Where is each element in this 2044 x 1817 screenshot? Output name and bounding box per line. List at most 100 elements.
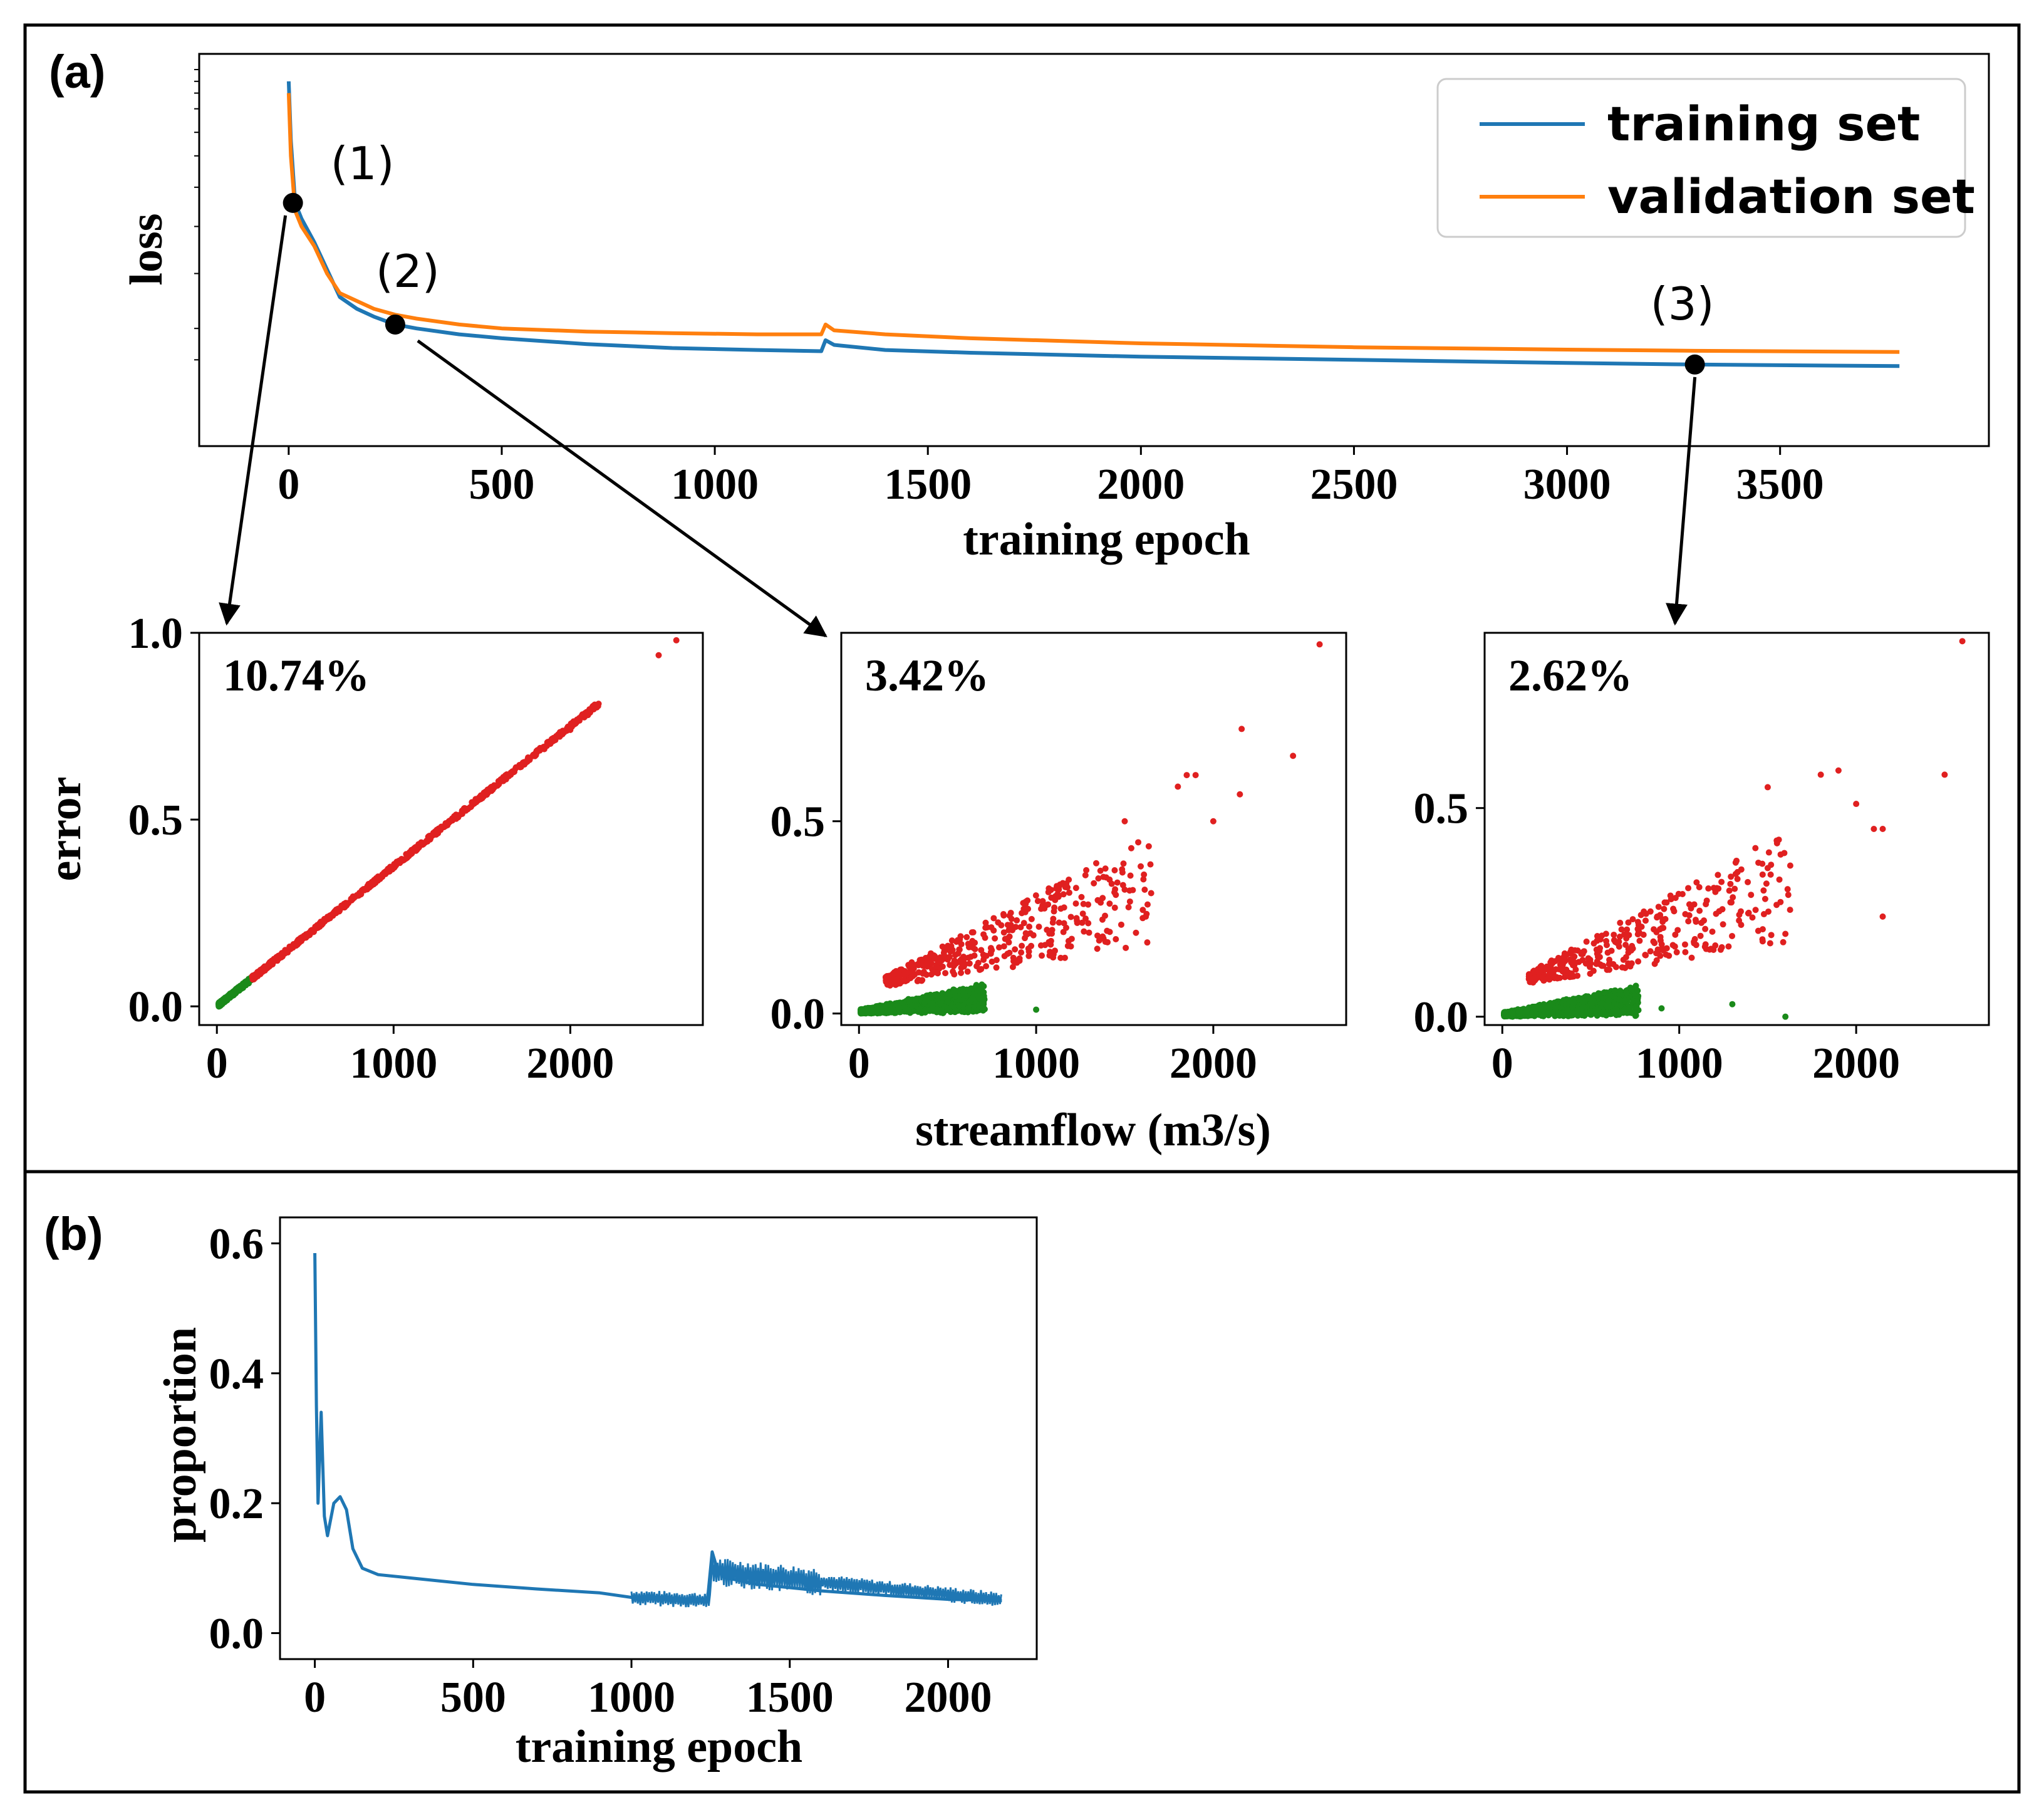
scatter3-point-red <box>1755 859 1762 866</box>
scatter2-point-red <box>1039 952 1045 959</box>
scatter3-point-red <box>1755 927 1761 934</box>
scatter1-point-green <box>235 986 242 992</box>
scatter2-point-red <box>973 963 980 970</box>
scatter3-point-red <box>1780 939 1787 945</box>
scatter2-point-green <box>980 995 987 1002</box>
scatter2-point-red <box>1120 860 1127 867</box>
scatter3-point-red <box>1679 890 1686 897</box>
scatter2-point-red <box>980 951 987 958</box>
scatter2-point-red <box>951 971 958 978</box>
scatter3-point-red <box>1738 866 1745 873</box>
scatter2-point-red <box>967 954 974 961</box>
scatter3-point-red <box>1587 960 1594 967</box>
scatter3-point-green <box>1782 1013 1789 1020</box>
scatter2-point-green <box>973 1007 980 1014</box>
scatter3-point-red <box>1727 899 1734 906</box>
scatter2-point-red <box>1119 866 1126 873</box>
scatter2-point-red <box>1060 891 1067 898</box>
scatter2-point-red <box>1002 935 1009 942</box>
scatter3-point-red <box>1697 932 1704 939</box>
scatter1-point-red <box>266 961 272 967</box>
scatter1-point-red <box>403 855 410 862</box>
scatter3-point-red <box>1959 638 1966 645</box>
scatter1-point-red <box>572 719 579 726</box>
scatter1-point-red <box>316 923 323 930</box>
scatter2-point-red <box>1080 900 1087 907</box>
scatter2-point-red <box>1145 843 1152 850</box>
scatter2-point-red <box>998 922 1005 929</box>
scatter1-point-red <box>274 954 281 961</box>
scatter2-percent-label: 3.42% <box>865 650 989 700</box>
scatter2-point-red <box>1028 942 1035 949</box>
scatter3-point-red <box>1696 907 1703 914</box>
scatter3-point-green <box>1634 987 1641 994</box>
scatter3-point-red <box>1545 975 1552 982</box>
proportion-series <box>313 1252 1002 1603</box>
scatter1-xtick-label: 0 <box>206 1039 228 1088</box>
scatter2-point-red <box>970 929 977 936</box>
scatter2-point-red <box>933 969 940 976</box>
scatter3-point-red <box>1585 955 1592 962</box>
scatter3-point-red <box>1653 957 1660 964</box>
scatter3-point-red <box>1647 948 1654 955</box>
scatter2-point-red <box>965 940 972 947</box>
scatter3-point-red <box>1571 959 1578 966</box>
scatter2-point-red <box>1073 915 1080 922</box>
scatter2-point-red <box>1102 939 1109 945</box>
scatter3-point-green <box>1517 1009 1523 1016</box>
scatter3-point-red <box>1654 913 1661 920</box>
scatter2-point-red <box>1082 872 1089 878</box>
scatter2-point-red <box>1290 752 1297 759</box>
scatter2-point-red <box>1078 893 1085 900</box>
proportion-chart-frame <box>279 1216 1038 1660</box>
scatter2-point-red <box>1064 942 1071 949</box>
scatter3-point-red <box>1765 849 1772 856</box>
scatter1-point-red <box>306 932 313 939</box>
scatter3-point-green <box>1591 992 1598 999</box>
scatter1-point-red <box>512 764 519 771</box>
scatter2-point-red <box>1020 920 1027 927</box>
scatter2-point-red <box>1028 915 1035 922</box>
scatter1-point-red <box>350 895 356 902</box>
scatter3-point-red <box>1685 918 1692 925</box>
scatter1-point-red <box>507 771 514 778</box>
scatter2-point-green <box>939 994 946 1001</box>
scatter2-point-red <box>957 936 963 943</box>
scatter3-point-red <box>1688 954 1695 961</box>
scatter3-point-green <box>1616 996 1622 1003</box>
scatter2-point-green <box>921 999 928 1006</box>
scatter2-point-green <box>946 991 953 997</box>
scatter3-point-red <box>1726 887 1733 894</box>
scatter2-point-red <box>1035 924 1042 930</box>
scatter2-point-red <box>1119 882 1126 888</box>
scatter1-point-green <box>215 1000 222 1007</box>
scatter2-point-red <box>1144 939 1151 946</box>
scatter3-point-red <box>1641 908 1647 915</box>
scatter3-point-red <box>1731 885 1738 892</box>
scatter3-point-red <box>1532 974 1538 981</box>
scatter2-point-red <box>1017 924 1024 930</box>
scatter3-point-green <box>1555 1009 1562 1016</box>
scatter2-xtick-label: 1000 <box>992 1039 1080 1088</box>
loss-annotation-label-3: (3) <box>1651 278 1715 330</box>
scatter3-point-red <box>1606 961 1612 967</box>
scatter3-point-red <box>1879 826 1886 832</box>
loss-xtick-label: 3500 <box>1736 461 1824 509</box>
scatter2-point-red <box>952 952 959 959</box>
scatter3-point-red <box>1703 897 1710 904</box>
scatter3-point-red <box>1611 931 1617 938</box>
arrow-3 <box>1666 377 1697 626</box>
scatter3-point-red <box>1647 908 1654 915</box>
scatter2-point-green <box>965 1005 972 1012</box>
scatter3-point-red <box>1767 871 1774 878</box>
scatter3-point-red <box>1642 917 1649 924</box>
scatter1-point-red <box>554 732 561 739</box>
scatter2-point-red <box>1139 907 1146 914</box>
scatter2-point-red <box>944 946 951 953</box>
scatter3-point-red <box>1693 879 1700 886</box>
scatter3-point-red <box>1636 937 1643 944</box>
scatter2-point-red <box>1037 942 1044 949</box>
scatter2-frame <box>840 632 1347 1026</box>
scatter3-point-red <box>1616 939 1622 945</box>
